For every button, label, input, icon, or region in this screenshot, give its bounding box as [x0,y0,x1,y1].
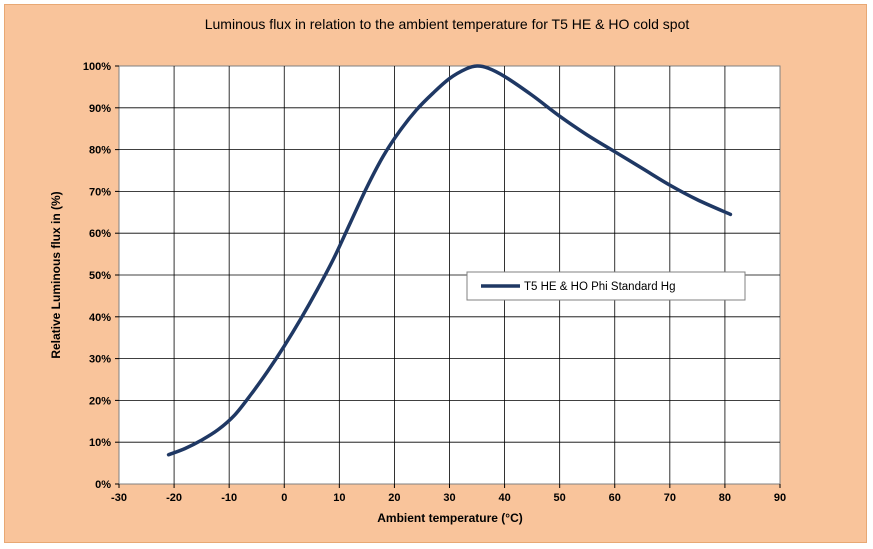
x-tick-label: 20 [388,492,400,504]
x-tick-label: -20 [166,492,182,504]
y-tick-label: 20% [89,395,111,407]
x-tick-label: 50 [554,492,566,504]
legend-label: T5 HE & HO Phi Standard Hg [524,281,675,293]
y-tick-labels: 0% 10% 20% 30% 40% 50% 60% 70% 80% 90% 100% [83,61,111,491]
y-tick-label: 10% [89,437,111,449]
y-tick-label: 60% [89,228,111,240]
x-tick-label: 80 [719,492,731,504]
x-tick-label: 40 [498,492,510,504]
x-tick-label: 10 [333,492,345,504]
y-tick-label: 70% [89,186,111,198]
x-tick-label: 60 [609,492,621,504]
y-tick-label: 30% [89,354,111,366]
x-tick-label: 90 [774,492,786,504]
x-tick-labels: -30 -20 -10 0 10 20 30 40 50 60 70 80 90 [111,492,786,504]
x-tick-label: 0 [281,492,287,504]
x-tick-label: -10 [221,492,237,504]
series-line [166,64,733,457]
chart-title: Luminous flux in relation to the ambient… [205,16,690,32]
x-axis-label: Ambient temperature (°C) [377,511,522,525]
x-tick-label: 70 [664,492,676,504]
legend: T5 HE & HO Phi Standard Hg [466,271,746,301]
y-tick-label: 0% [95,479,111,491]
x-tick-label: -30 [111,492,127,504]
y-tick-label: 90% [89,103,111,115]
series-group [166,64,733,457]
y-tick-label: 40% [89,312,111,324]
x-tick-label: 30 [443,492,455,504]
y-tick-label: 50% [89,270,111,282]
y-tick-label: 80% [89,145,111,157]
y-axis-label: Relative Luminous flux in (%) [49,191,63,358]
y-tick-label: 100% [83,61,111,73]
